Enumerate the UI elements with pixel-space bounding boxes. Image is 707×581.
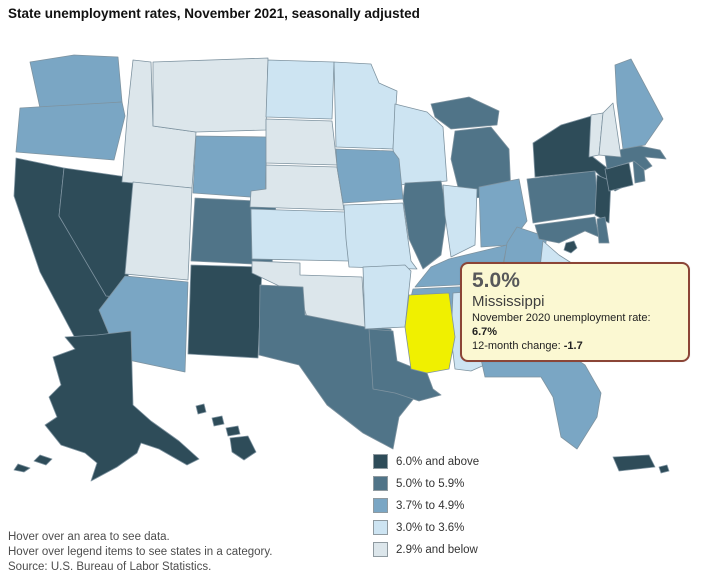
state-nh[interactable]: [598, 102, 622, 158]
legend-swatch-medium-dark: [373, 476, 388, 491]
footer-notes: Hover over an area to see data. Hover ov…: [8, 530, 272, 575]
state-ar[interactable]: [362, 264, 412, 330]
state-id[interactable]: [121, 59, 197, 189]
state-me[interactable]: [614, 58, 664, 150]
state-in[interactable]: [442, 184, 478, 258]
state-ut[interactable]: [124, 181, 193, 281]
footer-hover-note: Hover over an area to see data.: [8, 531, 170, 543]
state-nm[interactable]: [187, 264, 263, 359]
state-pr[interactable]: [658, 464, 670, 474]
state-fl[interactable]: [480, 348, 602, 450]
state-wa[interactable]: [29, 54, 123, 109]
state-hi[interactable]: [225, 425, 241, 437]
legend-item-5-to-5-9[interactable]: 5.0% to 5.9%: [373, 476, 479, 491]
footer-legend-note: Hover over legend items to see states in…: [8, 546, 273, 558]
legend-item-2-9-and-below[interactable]: 2.9% and below: [373, 542, 479, 557]
state-pa[interactable]: [526, 170, 600, 224]
state-mn[interactable]: [333, 61, 398, 150]
legend-item-3-7-to-4-9[interactable]: 3.7% to 4.9%: [373, 498, 479, 513]
footer-source: Source: U.S. Bureau of Labor Statistics.: [8, 561, 212, 573]
state-dc[interactable]: [563, 240, 578, 254]
tooltip-12-month-change: 12-month change: -1.7: [472, 340, 583, 352]
legend-swatch-medium: [373, 498, 388, 513]
legend-swatch-dark: [373, 454, 388, 469]
state-mo[interactable]: [343, 202, 418, 270]
state-hi[interactable]: [229, 435, 257, 461]
state-wy[interactable]: [192, 135, 268, 199]
state-nj[interactable]: [594, 174, 612, 224]
state-wi[interactable]: [392, 103, 448, 186]
state-md[interactable]: [534, 216, 600, 244]
state-ia[interactable]: [335, 148, 404, 204]
legend-swatch-light: [373, 520, 388, 535]
map-legend: 6.0% and above 5.0% to 5.9% 3.7% to 4.9%…: [373, 454, 479, 564]
state-ms[interactable]: [404, 292, 456, 374]
state-ak[interactable]: [44, 330, 200, 482]
state-ak[interactable]: [33, 454, 53, 466]
state-il[interactable]: [402, 180, 448, 270]
state-sd[interactable]: [265, 118, 338, 166]
state-hi[interactable]: [211, 415, 225, 427]
state-ak[interactable]: [13, 463, 31, 473]
legend-item-6-and-above[interactable]: 6.0% and above: [373, 454, 479, 469]
state-pr[interactable]: [612, 454, 656, 472]
state-de[interactable]: [596, 216, 610, 244]
page-title: State unemployment rates, November 2021,…: [8, 6, 420, 21]
tooltip-state-name: Mississippi: [472, 293, 545, 310]
state-mi[interactable]: [430, 96, 500, 130]
state-ks[interactable]: [250, 208, 350, 262]
map-tooltip: 5.0% Mississippi November 2020 unemploym…: [460, 262, 690, 362]
state-nd[interactable]: [265, 59, 335, 120]
legend-item-3-to-3-6[interactable]: 3.0% to 3.6%: [373, 520, 479, 535]
state-hi[interactable]: [195, 403, 207, 415]
state-mt[interactable]: [152, 57, 269, 133]
state-la[interactable]: [368, 328, 442, 402]
tooltip-rate-value: 5.0%: [472, 269, 520, 292]
tooltip-previous-rate: November 2020 unemployment rate: 6.7%: [472, 312, 651, 338]
legend-swatch-palest: [373, 542, 388, 557]
state-or[interactable]: [15, 101, 126, 161]
